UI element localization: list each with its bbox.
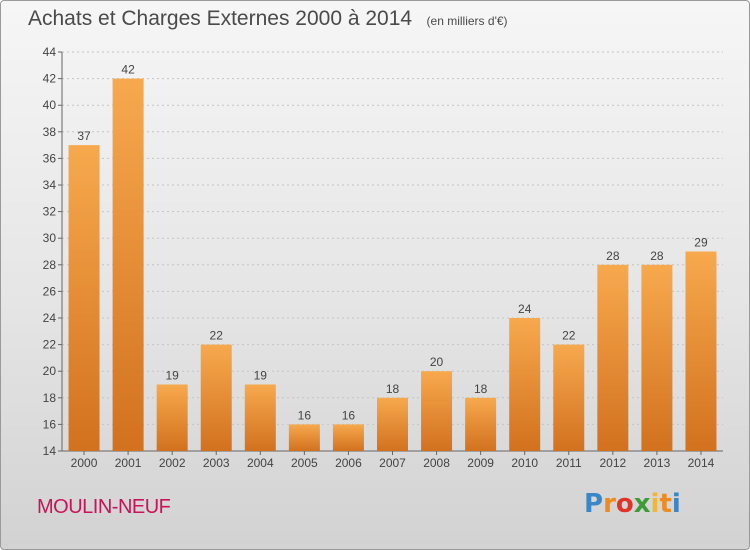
y-tick-label: 28 xyxy=(43,258,57,272)
bar xyxy=(685,251,717,451)
x-tick-label: 2001 xyxy=(115,456,142,470)
y-tick-label: 36 xyxy=(43,151,57,165)
bar-group: 28 2012 xyxy=(597,249,629,470)
bar-value-label: 19 xyxy=(254,369,268,383)
bar-value-label: 19 xyxy=(165,369,179,383)
x-tick-label: 2014 xyxy=(688,456,715,470)
x-tick-label: 2006 xyxy=(335,456,362,470)
bar xyxy=(332,424,364,451)
bar xyxy=(288,424,320,451)
bar xyxy=(509,318,541,451)
bar-value-label: 16 xyxy=(298,408,312,422)
bar-group: 16 2006 xyxy=(332,408,364,470)
bar-value-label: 22 xyxy=(210,329,224,343)
x-tick-label: 2012 xyxy=(599,456,626,470)
y-tick-label: 16 xyxy=(43,417,57,431)
bar xyxy=(156,384,188,451)
x-tick-label: 2005 xyxy=(291,456,318,470)
bar-group: 37 2000 xyxy=(68,129,100,470)
bar-group: 19 2004 xyxy=(244,369,276,470)
bar xyxy=(244,384,276,451)
bar xyxy=(421,371,453,451)
bar-group: 29 2014 xyxy=(685,236,717,470)
bar-group: 42 2001 xyxy=(112,63,144,470)
bar-group: 20 2008 xyxy=(421,355,453,470)
y-tick-label: 22 xyxy=(43,338,57,352)
y-tick-label: 24 xyxy=(43,311,57,325)
y-tick-label: 30 xyxy=(43,231,57,245)
bar-value-label: 28 xyxy=(650,249,664,263)
bar-group: 18 2009 xyxy=(465,382,497,470)
title-text: Achats et Charges Externes 2000 à 2014 xyxy=(28,7,413,30)
commune-name: MOULIN-NEUF xyxy=(37,496,171,518)
y-tick-label: 20 xyxy=(43,364,57,378)
bar xyxy=(377,397,408,451)
x-tick-label: 2013 xyxy=(644,456,671,470)
bar-value-label: 18 xyxy=(386,382,400,396)
bar-value-label: 24 xyxy=(518,302,532,316)
bar xyxy=(641,264,673,451)
bar-value-label: 20 xyxy=(430,355,444,369)
bar-value-label: 22 xyxy=(562,329,576,343)
unit-text: (en milliers d'€) xyxy=(426,14,508,28)
x-tick-label: 2003 xyxy=(203,456,230,470)
bar-value-label: 18 xyxy=(474,382,488,396)
y-tick-label: 44 xyxy=(43,45,57,59)
bar-group: 22 2003 xyxy=(200,329,232,470)
proxiti-logo: Proxiti xyxy=(584,489,681,519)
bar-value-label: 16 xyxy=(342,408,356,422)
bar xyxy=(112,78,144,451)
bar xyxy=(597,264,629,451)
chart-title: Achats et Charges Externes 2000 à 2014 (… xyxy=(28,7,508,31)
y-tick-label: 42 xyxy=(43,72,57,86)
bar xyxy=(68,145,100,451)
x-tick-label: 2004 xyxy=(247,456,274,470)
x-tick-label: 2010 xyxy=(511,456,538,470)
x-tick-label: 2000 xyxy=(71,456,98,470)
y-tick-label: 14 xyxy=(43,444,57,458)
bar-value-label: 29 xyxy=(694,236,708,250)
bars: 37 2000 42 2001 19 2002 22 2003 19 2004 16 2005 16 20… xyxy=(68,63,717,470)
bar-group: 19 2002 xyxy=(156,369,188,470)
bar-value-label: 37 xyxy=(77,129,91,143)
bar xyxy=(553,344,585,451)
bar-value-label: 42 xyxy=(121,63,135,77)
bar-group: 22 2011 xyxy=(553,329,585,470)
y-tick-label: 26 xyxy=(43,284,57,298)
x-tick-label: 2002 xyxy=(159,456,186,470)
bar xyxy=(465,397,497,451)
bar-group: 24 2010 xyxy=(509,302,541,470)
x-tick-label: 2011 xyxy=(556,456,582,470)
y-tick-label: 38 xyxy=(43,125,57,139)
y-tick-label: 34 xyxy=(43,178,57,192)
y-tick-label: 32 xyxy=(43,205,57,219)
x-tick-label: 2007 xyxy=(379,456,406,470)
bar-group: 16 2005 xyxy=(288,408,320,470)
y-tick-label: 40 xyxy=(43,98,57,112)
y-tick-label: 18 xyxy=(43,391,57,405)
x-tick-label: 2009 xyxy=(467,456,494,470)
bar xyxy=(200,344,232,451)
x-tick-label: 2008 xyxy=(423,456,450,470)
bar-group: 18 2007 xyxy=(377,382,408,470)
bar-group: 28 2013 xyxy=(641,249,673,470)
bar-value-label: 28 xyxy=(606,249,620,263)
